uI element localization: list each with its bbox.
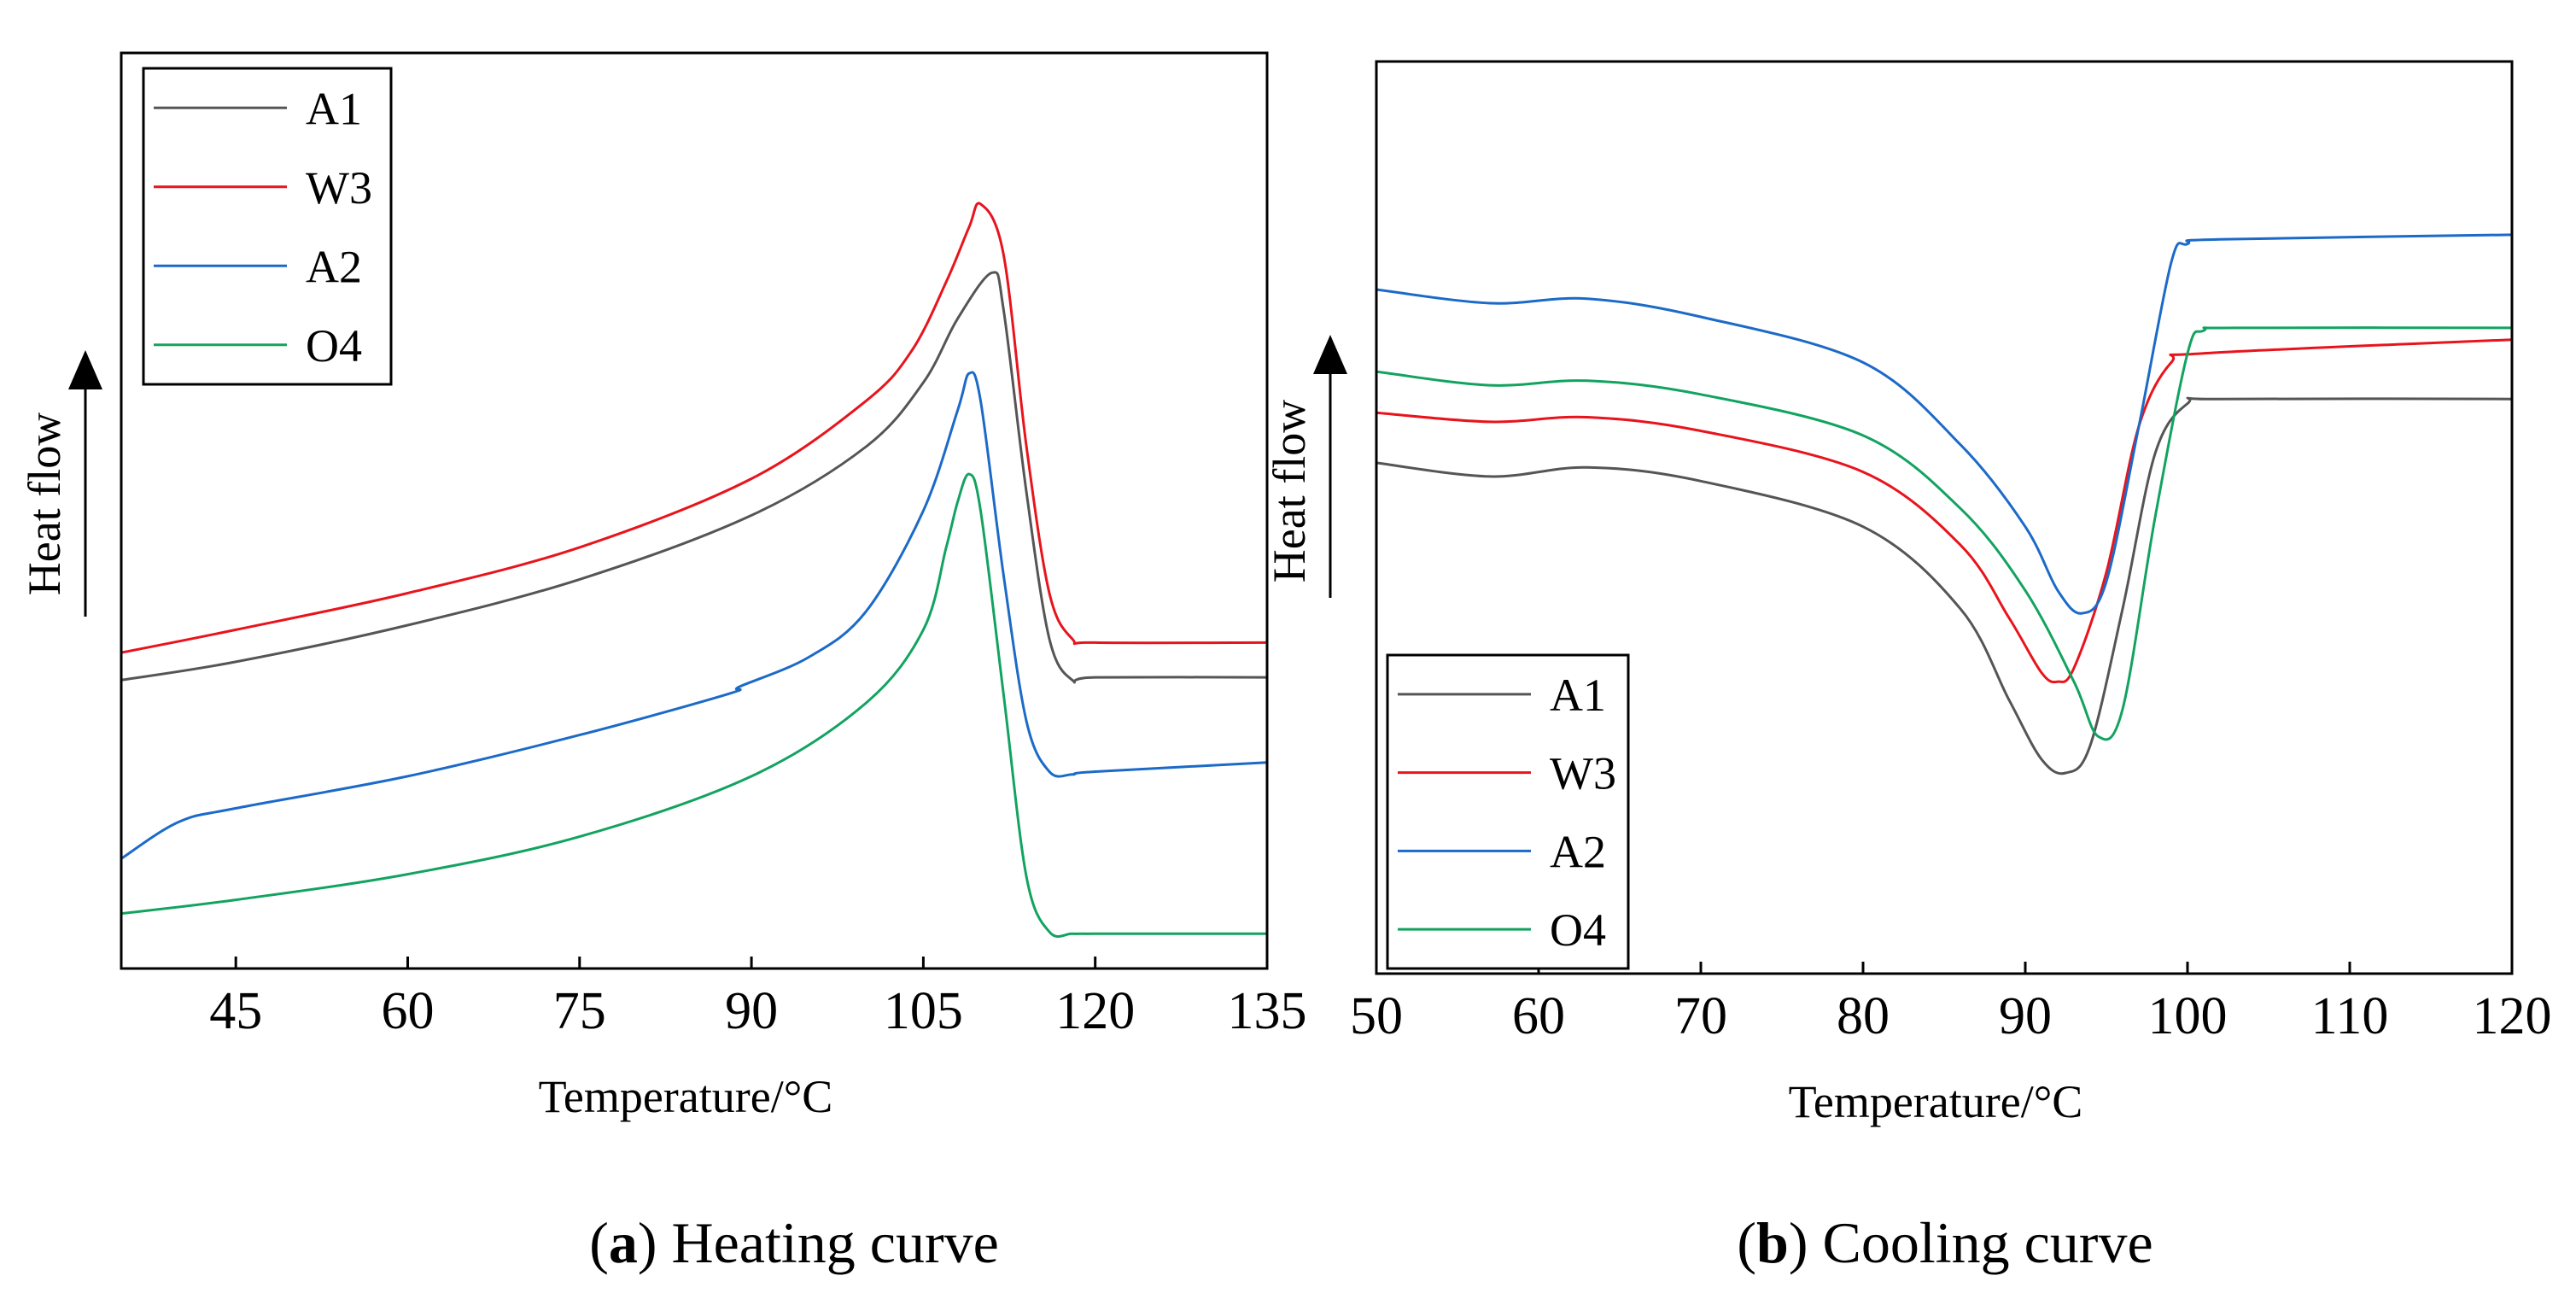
heating-legend-label-a2: A2 [306,241,362,292]
heating-series-a1 [120,271,1268,684]
heating-legend-label-a1: A1 [306,83,362,134]
cooling-x-tick-label: 80 [1837,987,1890,1045]
cooling-y-axis-arrow-head [1313,335,1347,374]
cooling-caption-paren-open: ( [1737,1210,1756,1275]
cooling-legend-label-a1: A1 [1550,670,1606,721]
heating-plot-area [120,202,1268,939]
cooling-legend-box [1386,653,1630,970]
heating-caption-paren-close: ) [638,1210,672,1275]
cooling-x-axis-label: Temperature/°C [1789,1076,2083,1127]
heating-legend-box [142,67,393,386]
heating-x-tick-label: 90 [725,982,778,1040]
heating-x-tick-label: 135 [1228,982,1307,1040]
heating-caption-letter: a [609,1210,638,1275]
heating-series-w3 [120,202,1268,654]
cooling-x-tick-label: 120 [2473,987,2552,1045]
heating-chart-panel: 45 60 75 90 105 120 135 Temperature/°C Heat fl… [19,51,1307,1275]
cooling-legend-label-o4: O4 [1550,904,1606,956]
heating-x-tick-label: 105 [884,982,963,1040]
heating-caption-text: Heating curve [672,1210,999,1275]
heating-x-tick-label: 120 [1055,982,1135,1040]
cooling-x-tick-label: 70 [1674,987,1727,1045]
cooling-x-tick-label: 60 [1512,987,1565,1045]
cooling-legend-label-a2: A2 [1550,826,1606,877]
heating-x-tick-label: 60 [382,982,435,1040]
cooling-caption-text: Cooling curve [1822,1210,2153,1275]
cooling-x-axis: 50 60 70 80 90 100 110 120 [1350,962,2552,1045]
cooling-x-tick-label: 100 [2148,987,2228,1045]
cooling-series-o4 [1376,326,2513,741]
cooling-caption-letter: b [1756,1210,1789,1275]
heating-series-o4 [120,472,1268,939]
heating-legend-label-w3: W3 [306,162,372,214]
cooling-series-w3 [1376,338,2513,684]
heating-series-a2 [120,371,1268,860]
cooling-x-tick-label: 50 [1350,987,1403,1045]
cooling-caption-paren-close: ) [1789,1210,1823,1275]
heating-caption: (a) Heating curve [589,1210,999,1275]
heating-y-axis: Heat flow [19,350,102,617]
heating-y-axis-label: Heat flow [19,413,70,595]
heating-x-axis-label: Temperature/°C [539,1071,833,1122]
heating-y-axis-arrow-head [68,350,102,389]
cooling-x-tick-label: 110 [2311,987,2389,1045]
cooling-plot-frame [1375,60,2514,975]
cooling-legend: A1 W3 A2 O4 [1386,653,1630,970]
cooling-series-a1 [1376,396,2513,775]
cooling-series-a2 [1376,233,2513,615]
heating-plot-frame [120,51,1269,970]
heating-legend-label-o4: O4 [306,320,362,372]
cooling-chart-panel: 50 60 70 80 90 100 110 120 Temperature/°C Heat … [1264,60,2552,1275]
cooling-plot-area [1376,233,2513,775]
heating-caption-paren-open: ( [589,1210,609,1275]
heating-x-axis: 45 60 75 90 105 120 135 [209,957,1307,1040]
cooling-y-axis-label: Heat flow [1264,400,1315,582]
heating-legend: A1 W3 A2 O4 [142,67,393,386]
cooling-legend-label-w3: W3 [1550,748,1616,799]
heating-x-tick-label: 75 [553,982,606,1040]
cooling-y-axis: Heat flow [1264,335,1347,598]
cooling-caption: (b) Cooling curve [1737,1210,2153,1275]
heating-x-tick-label: 45 [209,982,262,1040]
cooling-x-tick-label: 90 [1999,987,2052,1045]
